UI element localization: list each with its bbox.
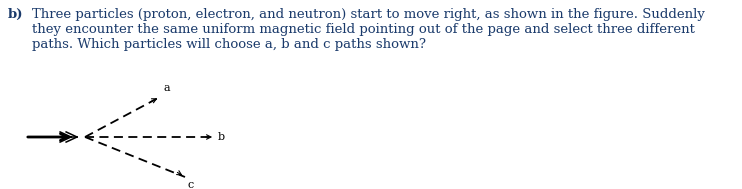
Text: paths. Which particles will choose a, b and c paths shown?: paths. Which particles will choose a, b … [32,38,426,51]
Text: they encounter the same uniform magnetic field pointing out of the page and sele: they encounter the same uniform magnetic… [32,23,695,36]
Text: b: b [218,132,225,142]
Text: b): b) [8,8,24,21]
Text: a: a [163,83,170,93]
Text: c: c [188,180,194,189]
Text: Three particles (proton, electron, and neutron) start to move right, as shown in: Three particles (proton, electron, and n… [32,8,705,21]
